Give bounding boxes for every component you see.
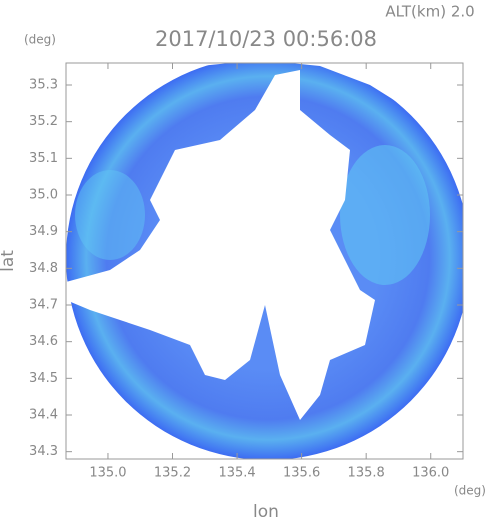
x-tick-label: 135.4	[218, 466, 255, 481]
x-tick-label: 135.2	[154, 466, 191, 481]
x-tick-label: 135.8	[348, 466, 385, 481]
y-tick-label: 35.3	[29, 78, 58, 93]
altitude-label: ALT(km) 2.0	[385, 3, 474, 21]
y-tick-label: 35.0	[29, 188, 58, 203]
echo-band	[340, 145, 430, 285]
y-tick-label: 34.9	[29, 224, 58, 239]
chart-title: 2017/10/23 00:56:08	[155, 27, 377, 51]
x-tick-label: 135.0	[89, 466, 126, 481]
x-axis-label: lon	[253, 502, 279, 521]
y-tick-label: 34.5	[29, 371, 58, 386]
y-tick-label: 34.6	[29, 334, 58, 349]
y-axis-label: lat	[0, 250, 18, 272]
radar-echo	[66, 63, 463, 459]
y-unit: (deg)	[24, 33, 56, 47]
x-unit: (deg)	[454, 484, 486, 498]
y-tick-label: 34.3	[29, 444, 58, 459]
y-tick-label: 35.2	[29, 114, 58, 129]
y-tick-label: 34.7	[29, 298, 58, 313]
plot-frame	[65, 62, 464, 460]
y-tick-label: 34.8	[29, 261, 58, 276]
x-tick-label: 135.6	[283, 466, 320, 481]
echo-band	[75, 170, 145, 260]
y-tick-label: 35.1	[29, 151, 58, 166]
y-tick-label: 34.4	[29, 408, 58, 423]
no-echo-area	[66, 70, 375, 420]
outside-range	[66, 63, 463, 180]
x-tick-label: 136.0	[412, 466, 449, 481]
